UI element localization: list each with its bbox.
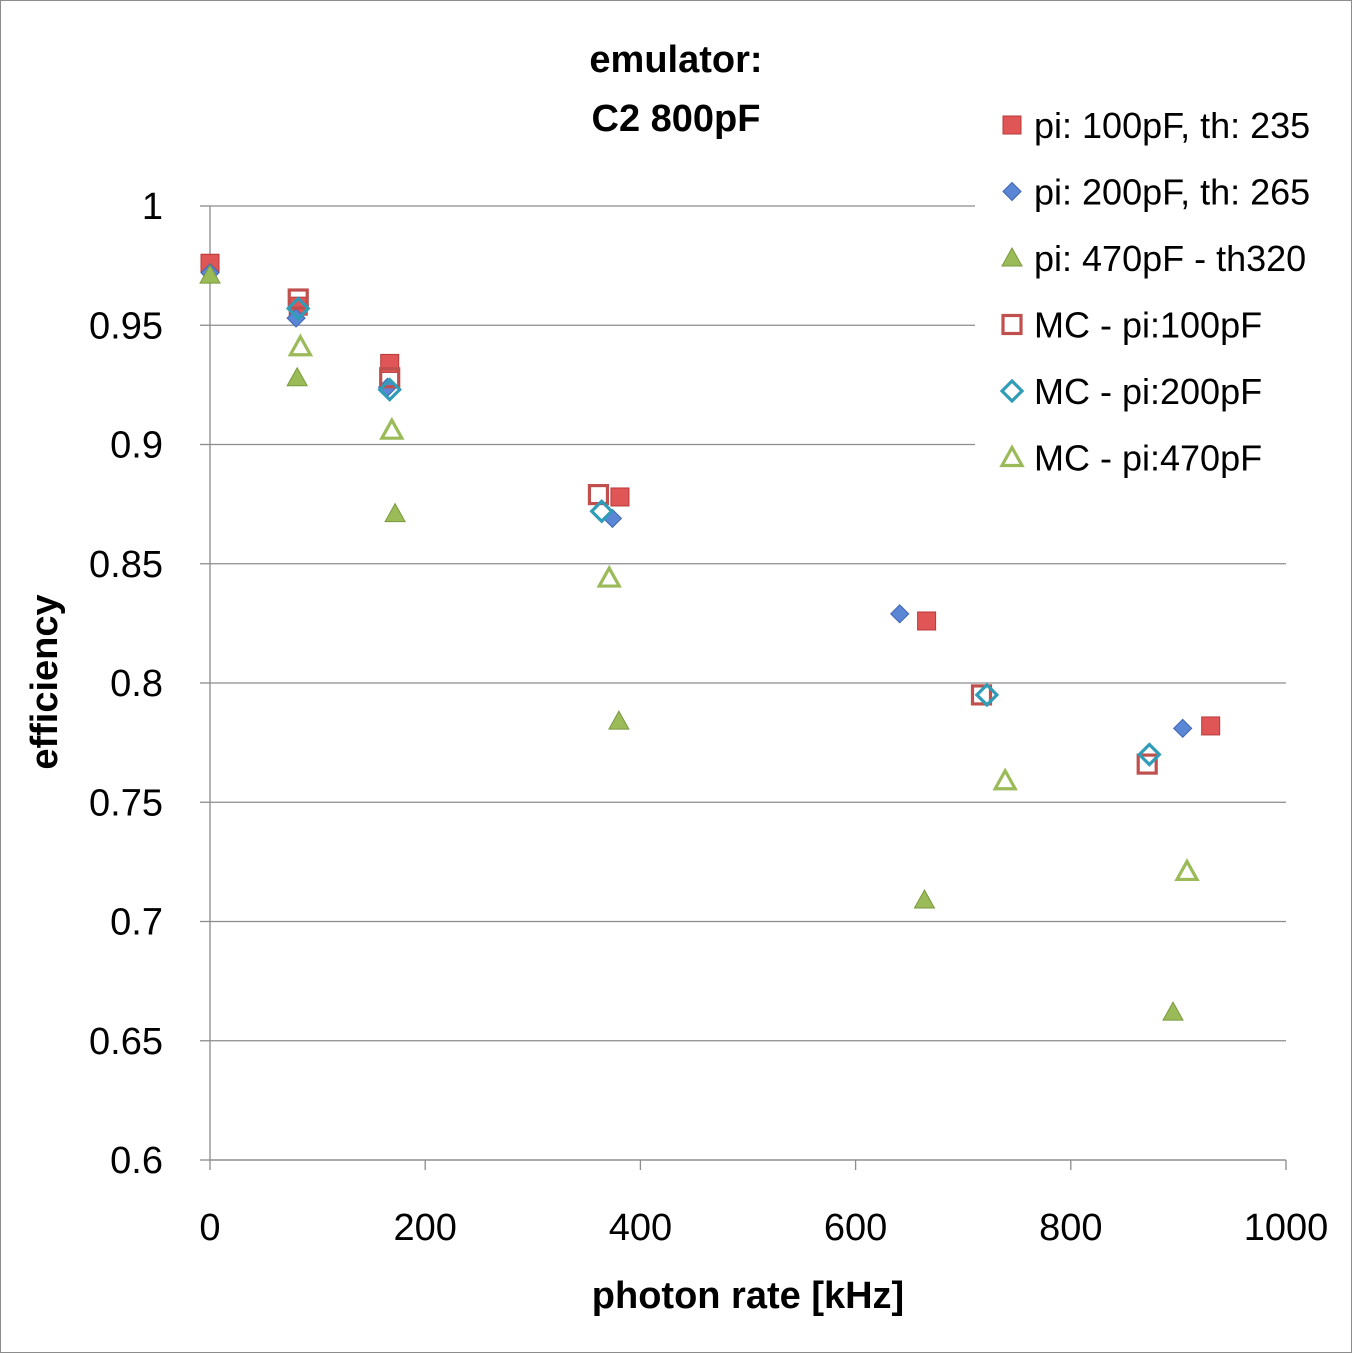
data-point	[1201, 716, 1221, 736]
y-tick-label: 0.6	[110, 1140, 163, 1182]
data-point	[285, 296, 311, 321]
data-point	[587, 483, 610, 506]
axes	[200, 205, 1287, 1170]
x-tick-label: 1000	[1244, 1207, 1329, 1249]
legend-marker	[1001, 246, 1023, 267]
legend-item: MC - pi:200pF	[999, 371, 1262, 412]
series-3	[199, 264, 1184, 1021]
legend-marker	[999, 444, 1025, 468]
legend-item: MC - pi:100pF	[1001, 305, 1262, 346]
chart-title-line-2: C2 800pF	[592, 98, 761, 140]
y-tick-label: 0.95	[89, 305, 163, 347]
series-1	[200, 253, 1221, 736]
data-point	[992, 767, 1018, 791]
series-5	[285, 296, 1162, 767]
data-point	[610, 487, 630, 507]
data-point	[917, 611, 937, 631]
data-point	[1162, 1001, 1184, 1021]
y-tick-label: 0.65	[89, 1021, 163, 1063]
legend-label: pi: 100pF, th: 235	[1034, 105, 1310, 146]
x-tick-label: 200	[393, 1207, 456, 1249]
data-point	[589, 499, 614, 524]
data-point	[379, 367, 401, 389]
data-point	[199, 264, 221, 284]
y-tick-label: 0.75	[89, 782, 163, 824]
data-point	[890, 604, 910, 624]
legend-marker	[1001, 313, 1023, 336]
y-tick-label: 0.7	[110, 902, 163, 944]
y-tick-label: 0.85	[89, 544, 163, 586]
tick-labels: 0.6 0.65 0.7 0.75 0.8 0.85 0.9 0.95 1 0 200 400 600 8…	[89, 186, 1328, 1249]
legend-item: MC - pi:470pF	[999, 438, 1262, 479]
series-6	[287, 333, 1200, 882]
legend-label: pi: 200pF, th: 265	[1034, 172, 1310, 213]
y-tick-label: 0.9	[110, 425, 163, 467]
data-point	[608, 710, 630, 730]
data-point	[287, 333, 314, 357]
legend-label: MC - pi:470pF	[1034, 438, 1262, 479]
legend-label: MC - pi:100pF	[1034, 305, 1262, 346]
x-tick-label: 0	[199, 1207, 220, 1249]
legend-item: pi: 200pF, th: 265	[1002, 172, 1310, 213]
legend-background	[975, 96, 1340, 486]
y-tick-label: 1	[142, 186, 163, 228]
data-point	[1136, 753, 1158, 775]
legend-marker	[1002, 181, 1022, 202]
data-point	[377, 377, 402, 402]
data-point	[596, 564, 622, 588]
y-axis-title: efficiency	[24, 594, 66, 769]
chart-title-line-1: emulator:	[589, 39, 762, 81]
data-markers	[199, 253, 1221, 1021]
data-point	[379, 416, 405, 440]
x-tick-label: 800	[1039, 1207, 1102, 1249]
legend-item: pi: 100pF, th: 235	[1002, 105, 1310, 146]
legend-marker	[1002, 115, 1022, 135]
data-point	[287, 288, 309, 310]
x-axis-title: photon rate [kHz]	[592, 1275, 904, 1317]
data-point	[913, 889, 936, 909]
legend: pi: 100pF, th: 235 pi: 200pF, th: 265 pi: …	[999, 105, 1310, 479]
data-point	[384, 502, 406, 523]
legend-label: pi: 470pF - th320	[1034, 238, 1306, 279]
x-tick-label: 400	[609, 1207, 672, 1249]
data-point	[1172, 718, 1193, 739]
legend-marker	[999, 378, 1025, 404]
data-point	[1174, 858, 1200, 882]
legend-item: pi: 470pF - th320	[1001, 238, 1306, 279]
y-tick-label: 0.8	[110, 663, 163, 705]
x-tick-label: 600	[824, 1207, 887, 1249]
data-point	[1137, 742, 1162, 767]
legend-label: MC - pi:200pF	[1034, 371, 1262, 412]
data-point	[286, 366, 309, 387]
data-point	[970, 684, 993, 706]
data-point	[974, 682, 1000, 708]
